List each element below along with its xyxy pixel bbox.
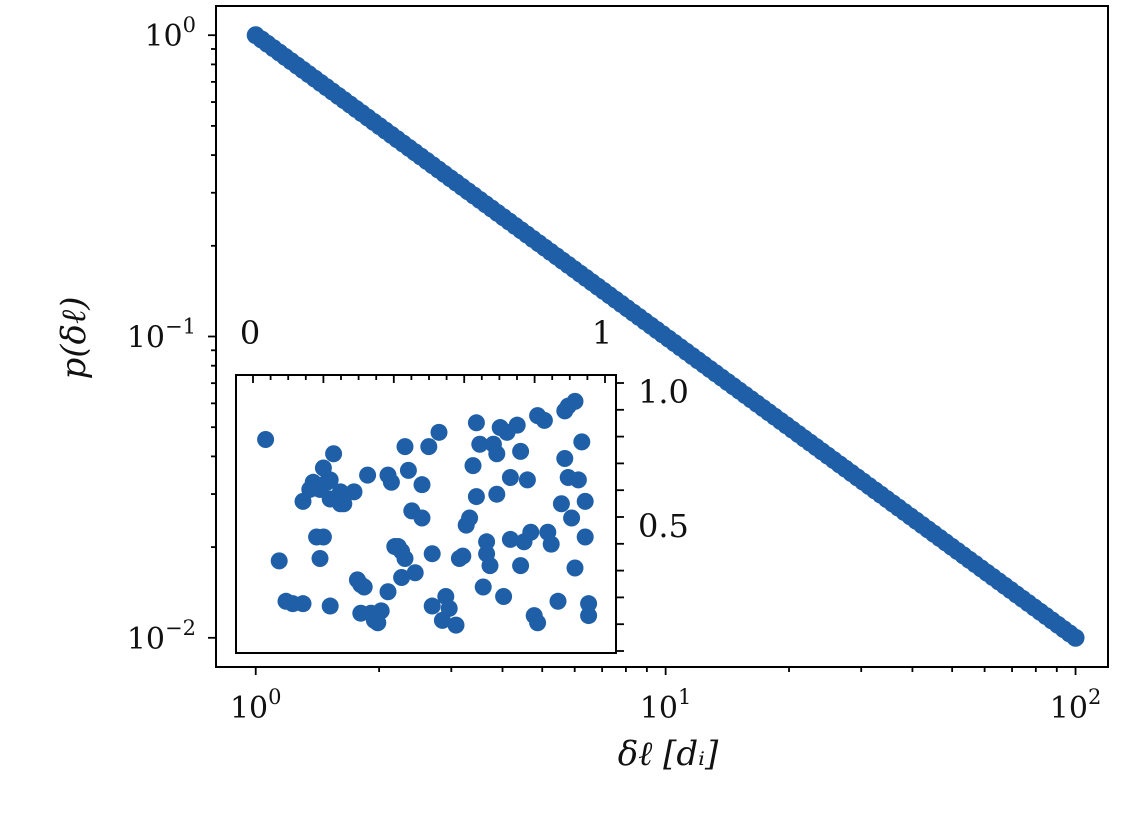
inset-data-point — [461, 509, 479, 527]
y-tick-label: 100 — [144, 13, 196, 54]
inset-data-point — [331, 483, 349, 501]
inset-data-point — [321, 471, 339, 489]
inset-data-point — [396, 438, 414, 456]
inset-data-point — [580, 595, 598, 613]
inset-y-tick-label: 1.0 — [638, 373, 689, 411]
inset-data-point — [467, 488, 485, 506]
inset-data-point — [311, 549, 329, 567]
inset-data-point — [467, 414, 485, 432]
y-tick-label: 10−2 — [127, 616, 196, 657]
inset-data-point — [372, 602, 390, 620]
inset-data-point — [270, 552, 288, 570]
y-tick-label: 10−1 — [127, 315, 196, 356]
inset-data-point — [399, 461, 417, 479]
inset-data-point — [423, 545, 441, 563]
x-axis-label: δℓ [dᵢ] — [618, 734, 719, 774]
inset-data-point — [294, 595, 312, 613]
inset-data-point — [512, 557, 530, 575]
inset-data-point — [396, 549, 414, 567]
inset-data-point — [325, 445, 343, 463]
inset-data-point — [413, 509, 431, 527]
inset-data-point — [471, 435, 489, 453]
x-tick-label: 102 — [1050, 685, 1102, 726]
inset-data-point — [382, 473, 400, 491]
inset-data-point — [501, 469, 519, 487]
inset-data-point — [352, 604, 370, 622]
inset-data-point — [576, 528, 594, 546]
inset-data-point — [314, 528, 332, 546]
inset-data-point — [478, 533, 496, 551]
inset-data-point — [447, 616, 465, 634]
inset-data-point — [423, 597, 441, 615]
inset-data-point — [454, 547, 472, 565]
inset-data-point — [501, 530, 519, 548]
inset-data-point — [508, 416, 526, 434]
inset-data-point — [563, 509, 581, 527]
y-axis-label: p(δℓ) — [54, 297, 94, 380]
inset-data-point — [430, 423, 448, 441]
inset-data-point — [566, 559, 584, 577]
inset-data-point — [535, 411, 553, 429]
inset-data-point — [413, 476, 431, 494]
inset-data-point — [420, 438, 438, 456]
inset-data-point — [464, 457, 482, 475]
inset-data-point — [542, 535, 560, 553]
inset-data-point — [406, 564, 424, 582]
inset-data-point — [529, 614, 547, 632]
inset-data-point — [359, 466, 377, 484]
inset-x-tick-label: 1 — [592, 314, 612, 352]
inset-data-point — [512, 442, 530, 460]
inset-data-point — [345, 483, 363, 501]
x-tick-label: 100 — [230, 685, 282, 726]
inset-data-point — [552, 495, 570, 513]
inset-data-point — [569, 471, 587, 489]
inset-data-point — [440, 599, 458, 617]
inset-data-point — [321, 597, 339, 615]
main-plot-axes: 100 101 102 100 10−1 10−2 — [127, 5, 1109, 726]
inset-data-point — [257, 430, 275, 448]
inset-data-point — [495, 588, 513, 606]
inset-data-point — [393, 569, 411, 586]
inset-data-point — [488, 485, 506, 503]
inset-y-tick-label: 0.5 — [638, 507, 689, 545]
inset-x-tick-label: 0 — [240, 314, 260, 352]
inset-data-point — [474, 578, 492, 596]
inset-data-point — [576, 492, 594, 510]
inset-data-point — [518, 471, 536, 489]
inset-frame — [235, 374, 617, 654]
inset-data-point — [481, 557, 499, 575]
data-point — [1066, 628, 1085, 647]
inset-data-point — [522, 523, 540, 541]
inset-data-point — [355, 578, 373, 596]
inset-data-point — [549, 592, 567, 610]
inset-data-point — [556, 450, 574, 467]
inset-data-point — [573, 433, 591, 451]
inset-data-point — [488, 445, 506, 463]
x-tick-label: 101 — [640, 685, 692, 726]
inset-data-point — [556, 402, 574, 420]
inset-data-point — [379, 583, 397, 601]
inset-plot-axes: 0 1 0.5 1.0 — [235, 314, 689, 654]
inset-data-point — [580, 607, 598, 625]
